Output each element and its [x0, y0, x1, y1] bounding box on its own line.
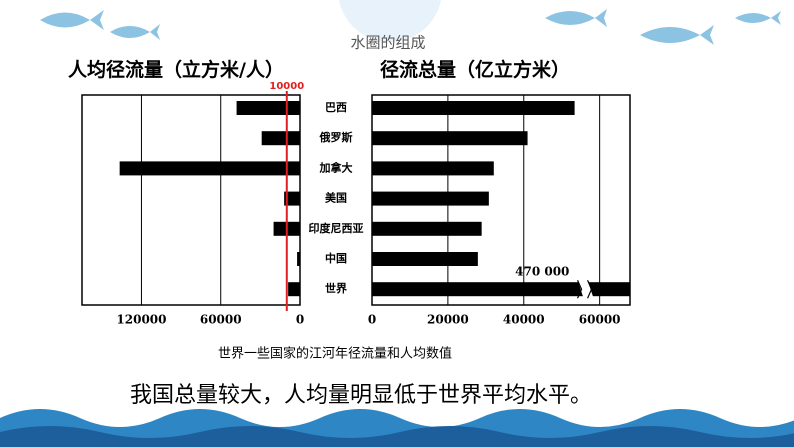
category-label: 中国 [325, 251, 347, 265]
category-label: 印度尼西亚 [309, 221, 364, 235]
x-tick-label: 0 [296, 313, 304, 327]
plot-frame [81, 94, 301, 306]
value-label: 470 000 [515, 265, 569, 279]
bar [236, 101, 300, 115]
reference-label: 10000 [269, 81, 304, 92]
bar [372, 161, 494, 176]
slide-title: 水圈的组成 [350, 34, 425, 52]
x-tick-label: 120000 [116, 313, 166, 327]
bar [372, 252, 478, 266]
bar [372, 282, 630, 297]
bar [261, 131, 300, 146]
axis-break [577, 279, 593, 299]
bar [119, 161, 301, 176]
category-label: 世界 [325, 281, 347, 295]
chart-title: 人均径流量（立方米/人） [68, 58, 284, 81]
bar [284, 191, 300, 206]
bar [372, 131, 528, 146]
x-tick-label: 60000 [200, 313, 242, 327]
bar [372, 191, 489, 206]
chart-title: 径流总量（亿立方米） [380, 58, 570, 81]
x-tick-label: 40000 [503, 313, 545, 327]
x-tick-label: 0 [368, 313, 376, 327]
bar [372, 221, 482, 236]
category-label: 加拿大 [319, 160, 353, 174]
category-label: 美国 [325, 191, 347, 205]
x-tick-label: 60000 [579, 313, 621, 327]
category-label: 俄罗斯 [319, 130, 353, 144]
caption: 世界一些国家的江河年径流量和人均数值 [218, 346, 452, 362]
x-tick-label: 20000 [427, 313, 469, 327]
bar [372, 101, 575, 115]
bar [288, 282, 300, 297]
bar [297, 252, 300, 266]
category-label: 巴西 [325, 101, 347, 114]
conclusion: 我国总量较大，人均量明显低于世界平均水平。 [130, 383, 592, 408]
